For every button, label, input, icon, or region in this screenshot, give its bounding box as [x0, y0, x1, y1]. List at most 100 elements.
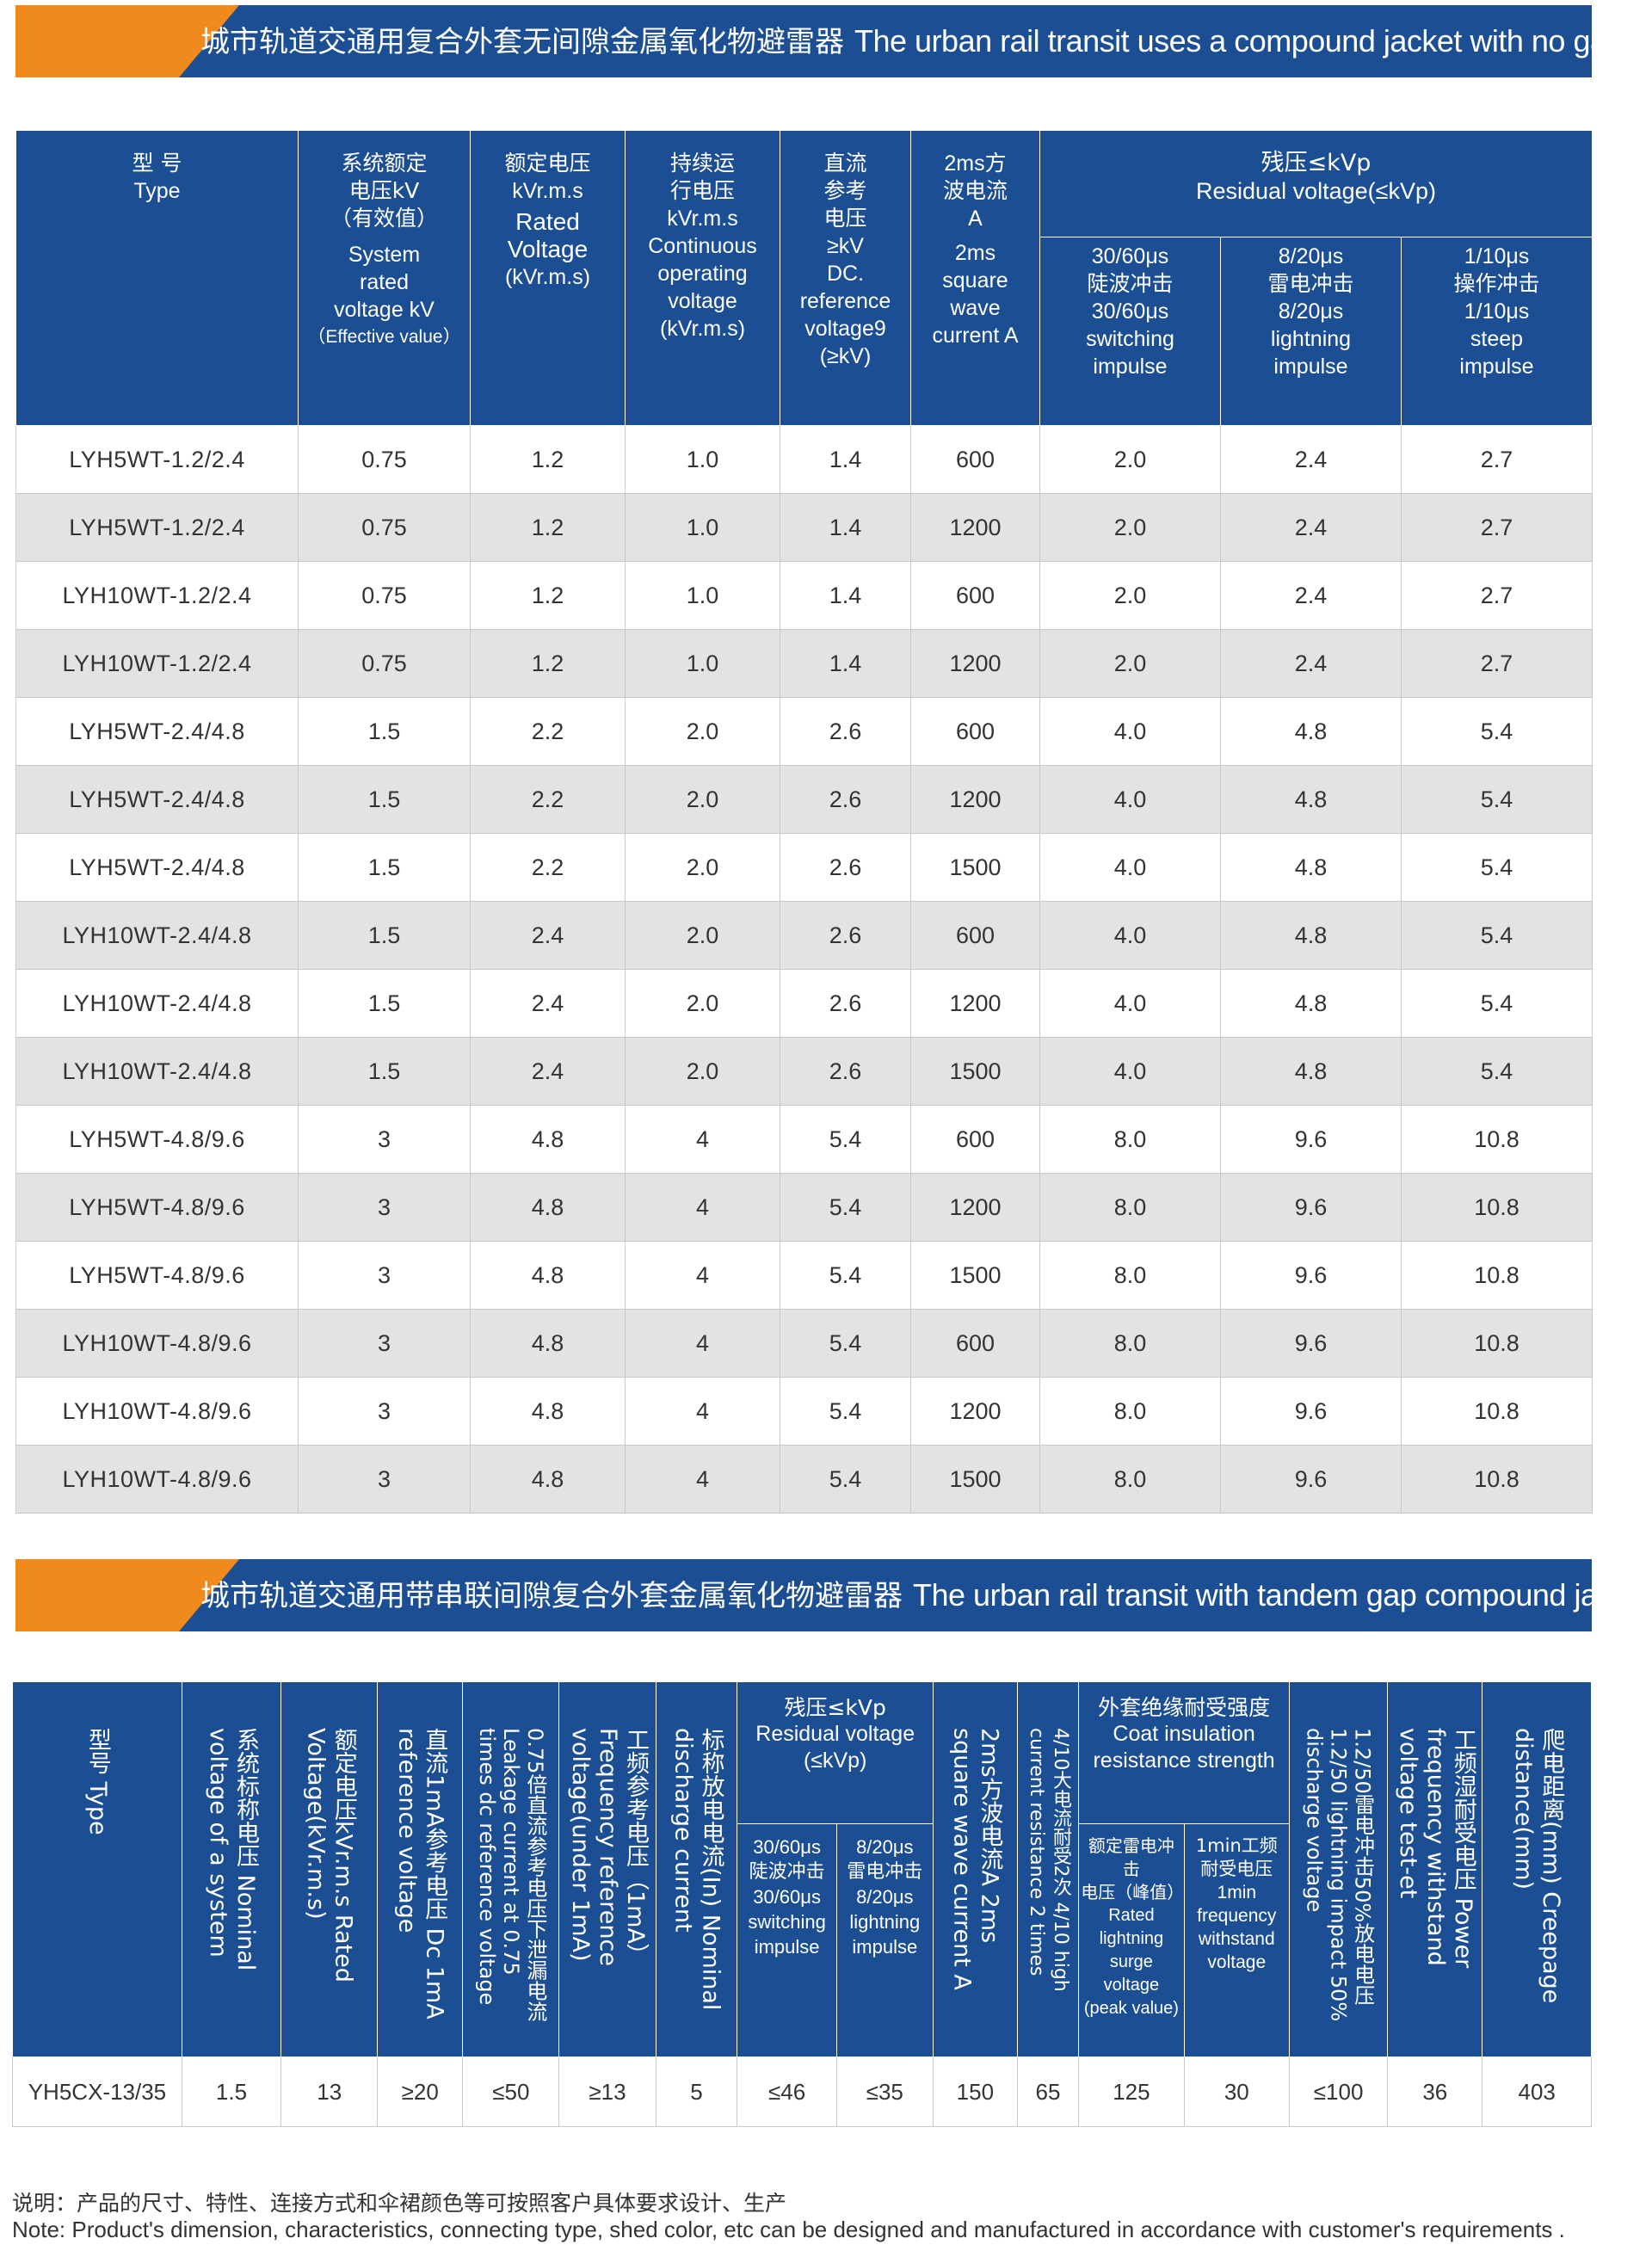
- cell-type: LYH5WT-4.8/9.6: [15, 1105, 299, 1174]
- t2-header-insulation: 外套绝缘耐受强度 Coat insulation resistance stre…: [1078, 1681, 1290, 1824]
- t2-cell: ≤46: [737, 2057, 837, 2127]
- t2-cell: ≥20: [377, 2057, 464, 2127]
- t2-header-impulse-50: 1.2/50雷电冲击50%放电电压 1.2/50 lightning impac…: [1288, 1681, 1389, 2057]
- cell-type: LYH5WT-2.4/4.8: [15, 765, 299, 834]
- table-cell: 10.8: [1401, 1241, 1593, 1310]
- table-cell: 10.8: [1401, 1105, 1593, 1174]
- table-row: LYH5WT-4.8/9.6 3 4.8 4 5.4 1200 8.0 9.6 10.8: [15, 1173, 1593, 1242]
- t2-cell: ≤50: [462, 2057, 560, 2127]
- table-cell: 2.0: [1039, 561, 1221, 630]
- table-cell: 4: [625, 1105, 780, 1174]
- note-cn: 说明：产品的尺寸、特性、连接方式和伞裙颜色等可按照客户具体要求设计、生产: [12, 2191, 787, 2216]
- header-system-voltage: 系统额定 电压kV （有效值） System rated voltage kV …: [298, 130, 471, 426]
- table-cell: 10.8: [1401, 1377, 1593, 1446]
- table-cell: 1200: [910, 493, 1040, 562]
- header-rated-voltage: 额定电压 kVr.m.s Rated Voltage (kVr.m.s): [470, 130, 626, 426]
- t2-header-frequency-reference: 工频参考电压（1mA）Frequency reference voltage(u…: [558, 1681, 656, 2057]
- table-cell: 1.5: [298, 765, 471, 834]
- table-row: LYH5WT-2.4/4.8 1.5 2.2 2.0 2.6 600 4.0 4.8 5.4: [15, 697, 1593, 766]
- t2-header-nominal-voltage: 系统标称电压 Nominal voltage of a system: [181, 1681, 282, 2057]
- table-cell: 1500: [910, 1037, 1040, 1106]
- t2-cell: 13: [280, 2057, 379, 2127]
- table-cell: 1.5: [298, 833, 471, 902]
- t2-header-high-current: 4/10大电流耐受2次 4/10 high current resistance…: [1016, 1681, 1080, 2057]
- table-row: LYH10WT-1.2/2.4 0.75 1.2 1.0 1.4 600 2.0 2.4 2.7: [15, 561, 1593, 630]
- table-cell: 5.4: [780, 1377, 911, 1446]
- table-row: LYH10WT-1.2/2.4 0.75 1.2 1.0 1.4 1200 2.0 2.4 2.…: [15, 629, 1593, 698]
- t2-cell: ≤100: [1288, 2057, 1389, 2127]
- table-cell: 4.8: [470, 1241, 626, 1310]
- table-cell: 5.4: [780, 1445, 911, 1514]
- t2-header-rated-voltage: 额定电压kVr.m.s Rated Voltage(kVr.m.s): [280, 1681, 379, 2057]
- table-cell: 2.2: [470, 833, 626, 902]
- table-cell: 600: [910, 901, 1040, 970]
- table-cell: 4.0: [1039, 1037, 1221, 1106]
- t2-cell: ≤35: [835, 2057, 934, 2127]
- table-cell: 4: [625, 1377, 780, 1446]
- t2-header-type: 型号 Type: [12, 1681, 182, 2057]
- table-cell: 2.6: [780, 969, 911, 1038]
- table-cell: 1200: [910, 969, 1040, 1038]
- table-cell: 2.7: [1401, 629, 1593, 698]
- table-cell: 8.0: [1039, 1445, 1221, 1514]
- table-row: LYH10WT-2.4/4.8 1.5 2.4 2.0 2.6 1500 4.0 4.8 5.4: [15, 1037, 1593, 1106]
- table-cell: 2.4: [470, 901, 626, 970]
- t2-header-residual: 残压≤kVp Residual voltage (≤kVp): [737, 1681, 934, 1824]
- table-cell: 1.4: [780, 629, 911, 698]
- table-cell: 2.0: [625, 697, 780, 766]
- section-1-banner: 城市轨道交通用复合外套无间隙金属氧化物避雷器 The urban rail tra…: [15, 5, 1592, 77]
- table-cell: 600: [910, 1309, 1040, 1378]
- table-cell: 5.4: [1401, 833, 1593, 902]
- table-cell: 1.2: [470, 561, 626, 630]
- cell-type: LYH10WT-4.8/9.6: [15, 1445, 299, 1514]
- table-cell: 1500: [910, 1445, 1040, 1514]
- section-2-banner: 城市轨道交通用带串联间隙复合外套金属氧化物避雷器 The urban rail t…: [15, 1559, 1592, 1631]
- table-cell: 600: [910, 561, 1040, 630]
- table-cell: 3: [298, 1241, 471, 1310]
- table-cell: 1.5: [298, 969, 471, 1038]
- table-cell: 1.4: [780, 425, 911, 494]
- table-cell: 4.8: [470, 1309, 626, 1378]
- table-cell: 1.0: [625, 493, 780, 562]
- t2-header-discharge-current: 标称放电电流(In) Nominal discharge current: [655, 1681, 738, 2057]
- table-cell: 1.0: [625, 561, 780, 630]
- t2-header-frequency-withstand: 1min工频 耐受电压 1min frequency withstand vol…: [1183, 1823, 1290, 2057]
- table-cell: 600: [910, 1105, 1040, 1174]
- cell-type: LYH5WT-4.8/9.6: [15, 1241, 299, 1310]
- table-row: LYH10WT-4.8/9.6 3 4.8 4 5.4 600 8.0 9.6 10.8: [15, 1309, 1593, 1378]
- table-row: LYH10WT-4.8/9.6 3 4.8 4 5.4 1200 8.0 9.6 10.8: [15, 1377, 1593, 1446]
- table-row: LYH5WT-1.2/2.4 0.75 1.2 1.0 1.4 1200 2.0 2.4 2.7: [15, 493, 1593, 562]
- table-cell: 1.2: [470, 493, 626, 562]
- table-cell: 2.6: [780, 697, 911, 766]
- table-row: LYH5WT-1.2/2.4 0.75 1.2 1.0 1.4 600 2.0 2.4 2.7: [15, 425, 1593, 494]
- table-cell: 4: [625, 1241, 780, 1310]
- table-cell: 9.6: [1220, 1105, 1402, 1174]
- table-cell: 0.75: [298, 425, 471, 494]
- table-cell: 2.7: [1401, 425, 1593, 494]
- section-1-title-en: The urban rail transit uses a compound j…: [854, 23, 1592, 59]
- header-dc-reference: 直流 参考 电压 ≥kV DC. reference voltage9 (≥kV…: [780, 130, 911, 426]
- cell-type: LYH5WT-4.8/9.6: [15, 1173, 299, 1242]
- header-lightning-impulse: 8/20μs 雷电冲击 8/20μs lightning impulse: [1220, 237, 1402, 426]
- header-switching-impulse: 30/60μs 陡波冲击 30/60μs switching impulse: [1039, 237, 1221, 426]
- header-square-wave: 2ms方 波电流 A 2ms square wave current A: [910, 130, 1040, 426]
- t2-cell: 403: [1482, 2057, 1592, 2127]
- table-cell: 1200: [910, 1173, 1040, 1242]
- table-cell: 10.8: [1401, 1309, 1593, 1378]
- table-cell: 2.0: [1039, 629, 1221, 698]
- table-cell: 3: [298, 1105, 471, 1174]
- table-cell: 4: [625, 1173, 780, 1242]
- table-cell: 1.5: [298, 697, 471, 766]
- cell-type: LYH10WT-2.4/4.8: [15, 901, 299, 970]
- table-row: LYH10WT-2.4/4.8 1.5 2.4 2.0 2.6 1200 4.0 4.8 5.4: [15, 969, 1593, 1038]
- table-cell: 8.0: [1039, 1173, 1221, 1242]
- table-cell: 4.8: [1220, 697, 1402, 766]
- table-cell: 9.6: [1220, 1173, 1402, 1242]
- table-cell: 2.0: [1039, 425, 1221, 494]
- table-row: LYH5WT-4.8/9.6 3 4.8 4 5.4 1500 8.0 9.6 10.8: [15, 1241, 1593, 1310]
- table-cell: 0.75: [298, 493, 471, 562]
- table-cell: 4.8: [1220, 833, 1402, 902]
- table-cell: 2.6: [780, 833, 911, 902]
- t2-cell: 36: [1387, 2057, 1483, 2127]
- table-cell: 2.4: [1220, 493, 1402, 562]
